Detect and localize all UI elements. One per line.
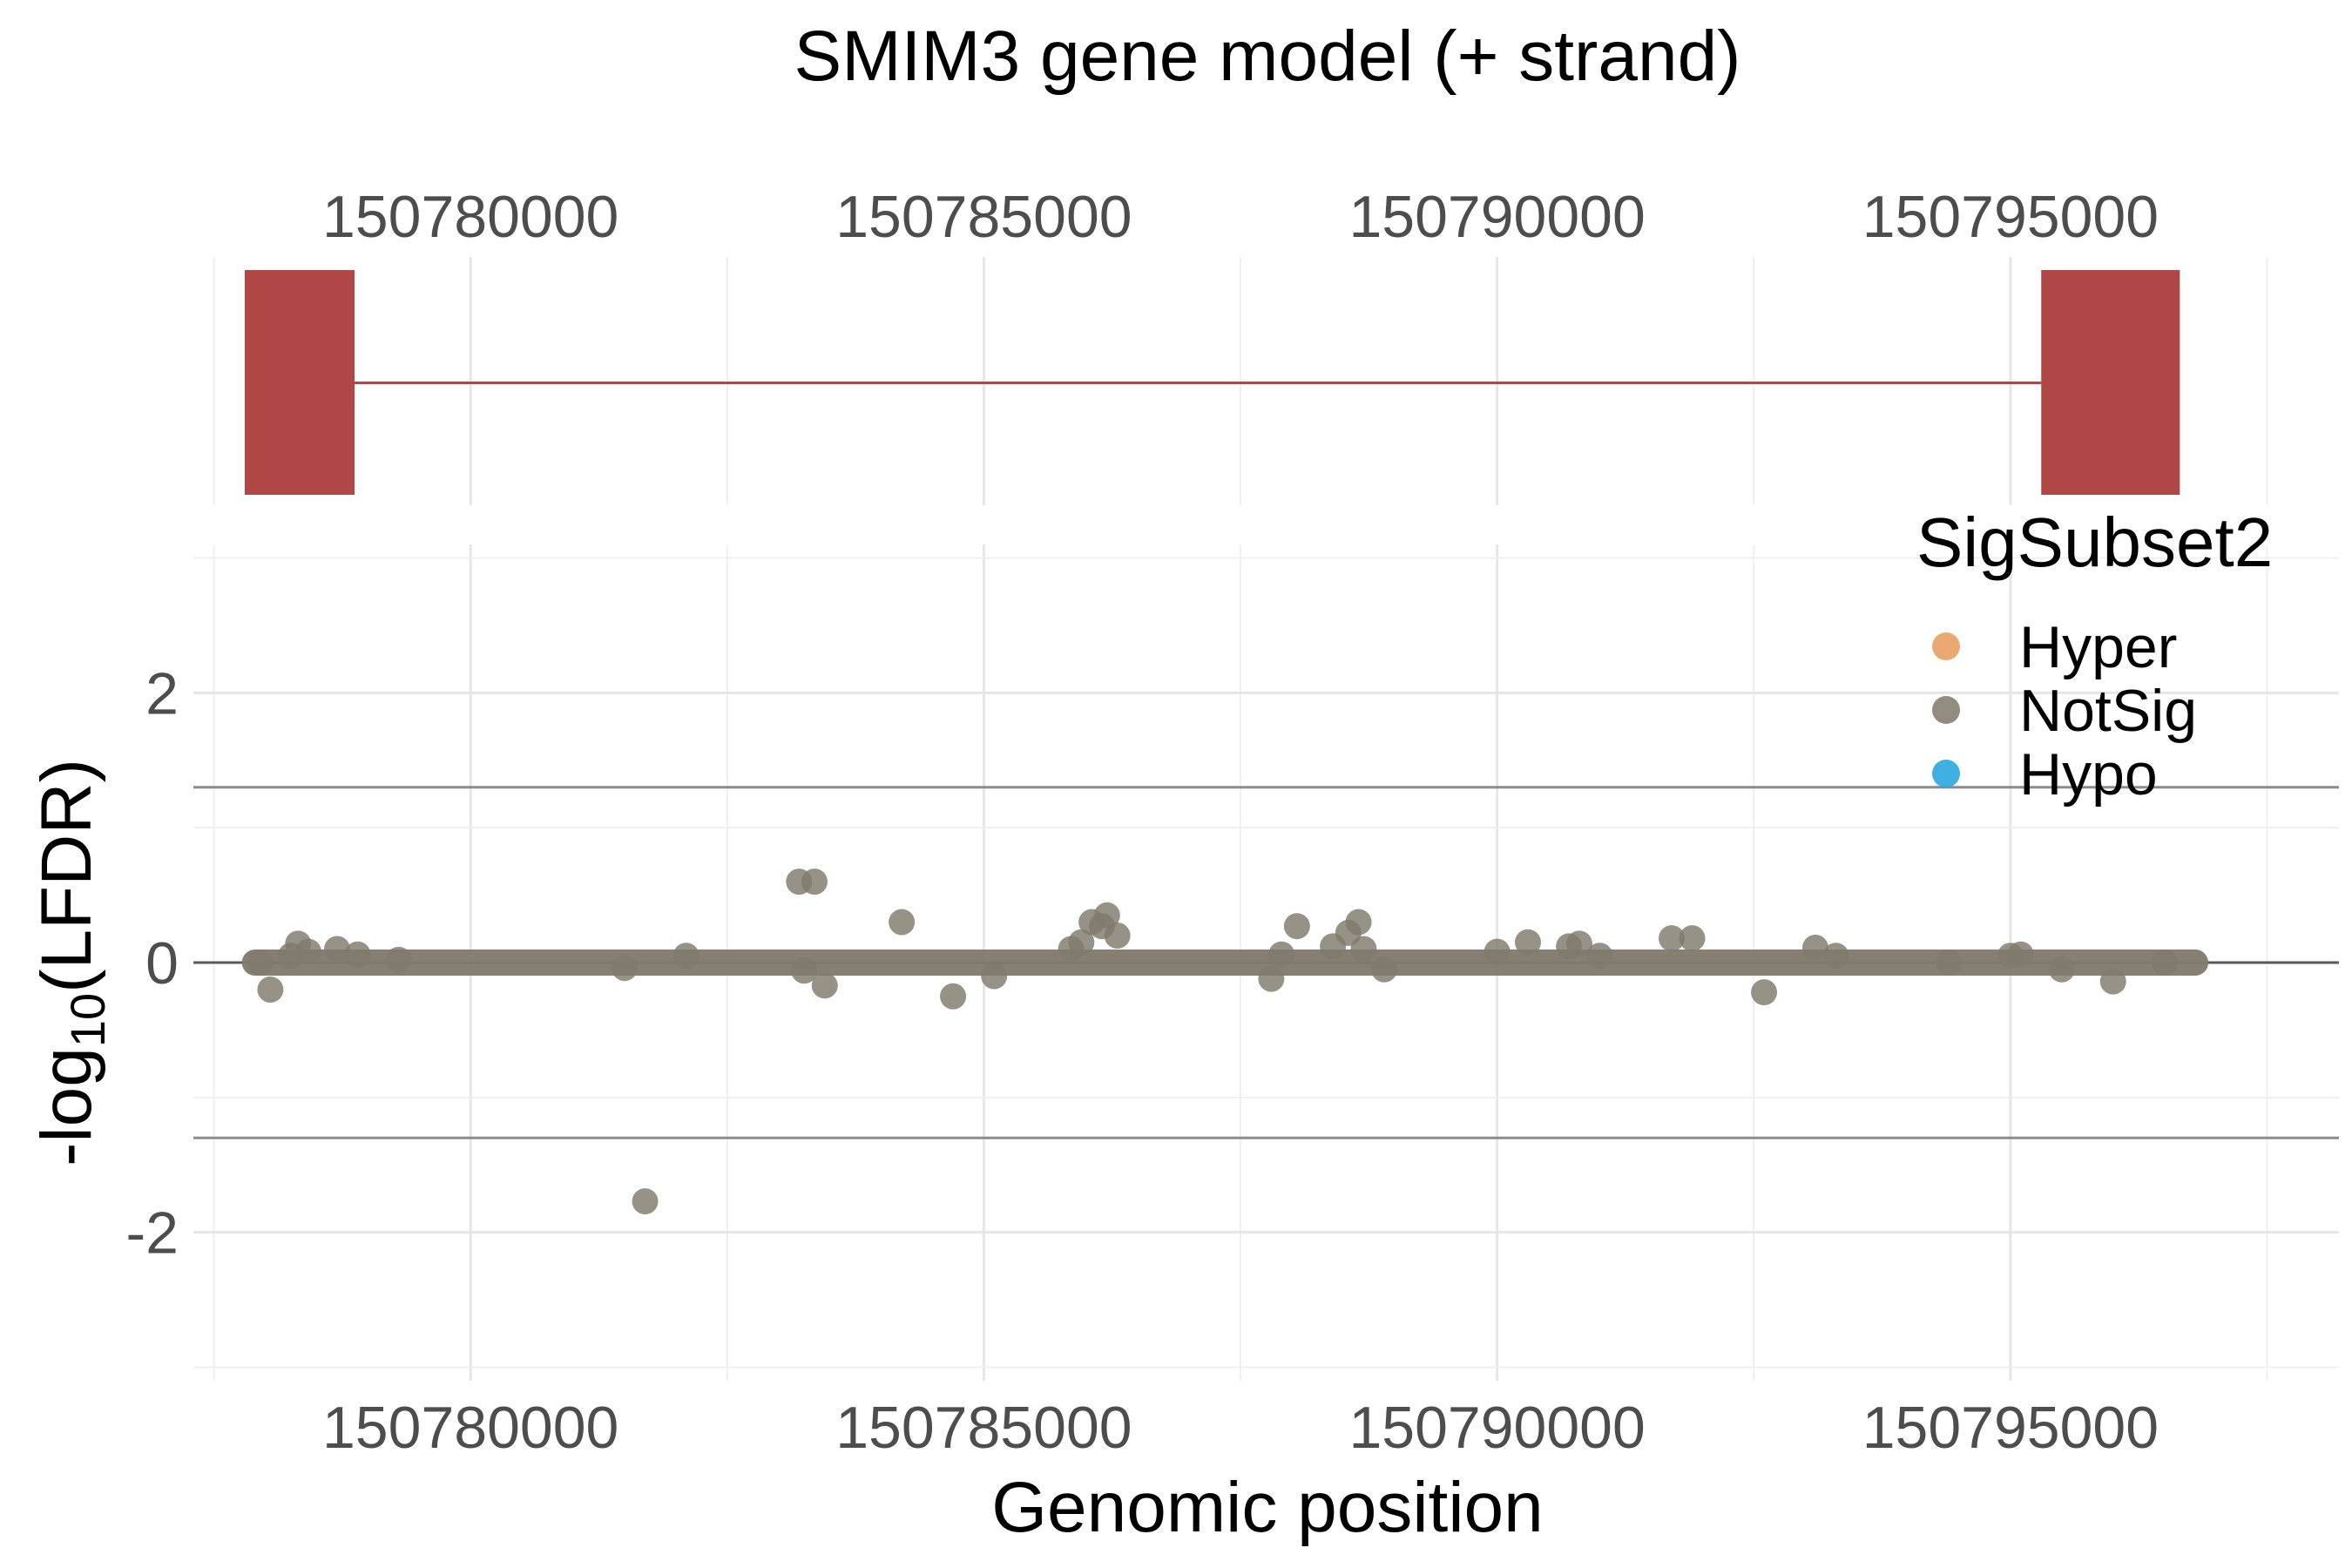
data-point [791, 957, 818, 984]
data-point [1484, 938, 1511, 965]
data-point [1565, 930, 1592, 957]
data-points [241, 868, 2209, 1215]
gene-model-x-tick-label: 150780000 [322, 184, 618, 250]
y-axis-label-subscript: 10 [60, 993, 115, 1047]
y-tick-labels: -2 0 2 [126, 660, 179, 1266]
data-point [1068, 929, 1095, 956]
gene-model-panel: 150780000 150785000 150790000 150795000 [213, 184, 2268, 505]
x-axis-label: Genomic position [991, 1468, 1544, 1547]
data-point [2007, 941, 2034, 968]
gene-model-x-tick-labels: 150780000 150785000 150790000 150795000 [322, 184, 2159, 250]
legend-label-hypo: Hypo [2019, 741, 2158, 808]
data-point [294, 938, 321, 965]
legend-key-notsig [1932, 696, 1960, 724]
data-point [1936, 950, 1963, 976]
data-point [1093, 902, 1120, 929]
data-point [940, 983, 967, 1010]
data-point [1751, 979, 1778, 1006]
chart-title: SMIM3 gene model (+ strand) [794, 17, 1741, 96]
data-point [1679, 925, 1706, 952]
data-point [1586, 943, 1613, 970]
data-point [632, 1188, 659, 1215]
gene-model-gridlines [213, 257, 2268, 505]
data-point [257, 976, 284, 1003]
data-point [1104, 923, 1131, 950]
x-tick-label: 150780000 [322, 1395, 618, 1461]
legend-label-notsig: NotSig [2019, 678, 2197, 744]
gene-model-track [244, 270, 2180, 495]
x-tick-labels: 150780000 150785000 150790000 150795000 [322, 1395, 2159, 1461]
data-point [672, 943, 700, 970]
scatter-panel: -2 0 2 150780000 150785000 150790000 15079500… [126, 544, 2339, 1461]
data-point [2099, 968, 2126, 995]
data-point [889, 909, 916, 936]
data-point [801, 868, 828, 896]
legend-title: SigSubset2 [1916, 504, 2273, 581]
data-point [1822, 943, 1849, 970]
data-point [1268, 941, 1295, 968]
x-tick-label: 150790000 [1348, 1395, 1645, 1461]
exon-block [2041, 270, 2180, 495]
data-point [611, 955, 638, 982]
data-point [344, 941, 371, 968]
y-tick-label: 0 [145, 930, 179, 997]
gene-model-x-tick-label: 150790000 [1348, 184, 1645, 250]
y-axis-label: -log10(LFDR) [27, 759, 115, 1166]
data-point [1345, 909, 1372, 936]
data-point [385, 946, 412, 973]
data-point [1801, 934, 1828, 961]
data-point [1371, 956, 1398, 983]
data-point [981, 963, 1008, 990]
legend-key-hyper [1932, 632, 1960, 660]
data-point [247, 950, 274, 976]
y-axis-label-tail: (LFDR) [27, 759, 106, 993]
data-point [811, 972, 838, 999]
x-tick-label: 150795000 [1862, 1395, 2159, 1461]
x-tick-label: 150785000 [835, 1395, 1132, 1461]
data-point [2048, 956, 2075, 983]
data-point [2151, 950, 2178, 976]
data-point [1258, 965, 1285, 992]
data-point [1658, 925, 1685, 952]
exon-block [244, 270, 355, 495]
data-point [1515, 929, 1542, 956]
y-tick-label: 2 [145, 660, 179, 727]
y-axis-label-main: -log [27, 1047, 106, 1166]
legend-label-hyper: Hyper [2019, 614, 2177, 680]
y-tick-label: -2 [126, 1200, 179, 1267]
data-point [1283, 913, 1310, 940]
gene-model-x-tick-label: 150785000 [835, 184, 1132, 250]
legend-key-hypo [1932, 760, 1960, 787]
data-point [1350, 936, 1377, 963]
data-point [323, 936, 350, 963]
gene-model-x-tick-label: 150795000 [1862, 184, 2159, 250]
